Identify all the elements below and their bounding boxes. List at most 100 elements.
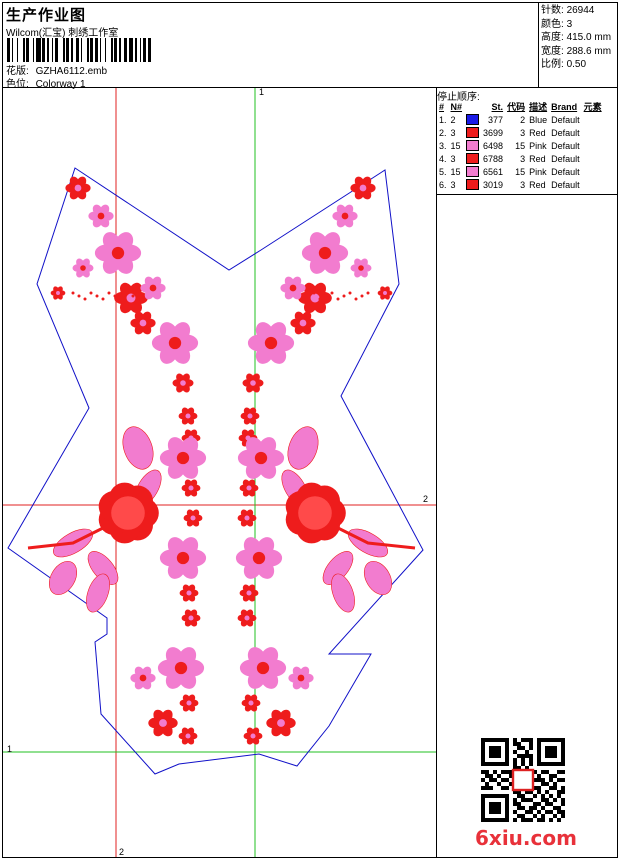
stop-table-header: # N# St. 代码 描述 Brand 元素 bbox=[437, 100, 604, 113]
stop-stitches: 6788 bbox=[483, 153, 504, 164]
flower-motif bbox=[151, 322, 199, 364]
stop-desc: Red bbox=[529, 127, 546, 138]
qr-code bbox=[481, 738, 565, 822]
leaf-motif bbox=[48, 560, 78, 596]
flower-motif bbox=[183, 509, 203, 527]
leaf-motif bbox=[287, 426, 319, 470]
thread-dot bbox=[312, 291, 316, 295]
embroidery-preview bbox=[3, 88, 436, 857]
flower-motif bbox=[266, 709, 296, 737]
stop-sequence-table: # N# St. 代码 描述 Brand 元素 1. 2 377 2 Blue Defau… bbox=[437, 100, 604, 191]
stop-stitches: 3699 bbox=[483, 127, 504, 138]
stop-code: 15 bbox=[515, 166, 526, 177]
stop-index: 2. bbox=[439, 127, 447, 138]
stop-code: 3 bbox=[520, 127, 526, 138]
flower-motif bbox=[181, 479, 201, 497]
flower-motif bbox=[239, 647, 287, 689]
stop-brand: Default bbox=[551, 153, 580, 164]
flower-motif bbox=[179, 584, 199, 602]
flower-motif bbox=[237, 437, 285, 479]
stop-needle: 15 bbox=[450, 140, 461, 151]
col-needle: N# bbox=[450, 101, 463, 112]
qr-logo-seal bbox=[511, 768, 535, 792]
col-stitches: St. bbox=[491, 101, 504, 112]
flower-motif bbox=[301, 232, 349, 274]
stop-sequence-title: 停止顺序: bbox=[437, 92, 480, 103]
stop-desc: Pink bbox=[529, 140, 547, 151]
stop-index: 1. bbox=[439, 114, 447, 125]
flower-motif bbox=[243, 727, 263, 745]
stop-needle: 15 bbox=[450, 166, 461, 177]
flower-motif bbox=[130, 666, 156, 690]
flower-motif bbox=[237, 509, 257, 527]
thread-dot bbox=[131, 294, 135, 298]
leaf-motif bbox=[322, 551, 354, 585]
spec-stitches: 针数: 26944 bbox=[541, 5, 595, 16]
header-bottom-rule bbox=[3, 87, 617, 88]
leaf-motif bbox=[87, 551, 119, 585]
flower-motif bbox=[140, 276, 166, 300]
spec-height: 高度: 415.0 mm bbox=[541, 32, 612, 43]
col-brand: Brand bbox=[551, 101, 578, 112]
stop-element bbox=[582, 178, 604, 191]
flower-motif bbox=[377, 286, 393, 300]
flower-motif bbox=[350, 258, 372, 278]
colorway-line: 色位: Colorway 1 bbox=[6, 75, 86, 90]
thread-dot bbox=[83, 297, 87, 301]
col-desc: 描述 bbox=[529, 102, 548, 112]
flower-motif bbox=[157, 647, 205, 689]
canvas-divider bbox=[436, 88, 437, 857]
thread-dot bbox=[342, 294, 346, 298]
flower-motif bbox=[159, 437, 207, 479]
flower-motif bbox=[247, 322, 295, 364]
stop-stitches: 6561 bbox=[483, 166, 504, 177]
stop-brand: Default bbox=[551, 114, 580, 125]
thread-dot bbox=[137, 297, 141, 301]
stop-element bbox=[582, 139, 604, 152]
flower-motif bbox=[65, 176, 91, 200]
stop-swatch bbox=[464, 139, 481, 152]
flower-motif bbox=[72, 258, 94, 278]
thread-dot bbox=[101, 297, 105, 301]
stop-element bbox=[582, 165, 604, 178]
stop-element bbox=[582, 126, 604, 139]
flower-motif bbox=[88, 204, 114, 228]
thread-dot bbox=[366, 291, 370, 295]
flower-motif bbox=[239, 479, 259, 497]
stop-code: 3 bbox=[520, 153, 526, 164]
stop-index: 6. bbox=[439, 179, 447, 190]
blue-outline bbox=[7, 167, 424, 775]
header-divider bbox=[538, 3, 539, 87]
site-watermark: 6xiu.com bbox=[475, 826, 577, 850]
flower-motif bbox=[94, 232, 142, 274]
stop-code: 2 bbox=[520, 114, 526, 125]
flower-motif bbox=[178, 727, 198, 745]
design-label: 花版: bbox=[6, 66, 29, 77]
flower-motif bbox=[148, 709, 178, 737]
flower-motif bbox=[350, 176, 376, 200]
leaf-motif bbox=[363, 560, 393, 596]
thread-dot bbox=[318, 297, 322, 301]
color-swatch bbox=[466, 127, 480, 139]
stop-brand: Default bbox=[551, 127, 580, 138]
design-canvas[interactable]: 1 1 2 2 bbox=[3, 87, 436, 857]
stop-needle: 3 bbox=[450, 153, 456, 164]
axis-label-red-bottom: 2 bbox=[119, 847, 125, 857]
stop-row: 1. 2 377 2 Blue Default bbox=[437, 113, 604, 126]
thread-dot bbox=[360, 294, 364, 298]
stop-element bbox=[582, 113, 604, 126]
spec-panel: 针数: 26944 颜色: 3 高度: 415.0 mm 宽度: 288.6 m… bbox=[541, 4, 611, 72]
col-code: 代码 bbox=[507, 102, 526, 112]
stop-row: 3. 15 6498 15 Pink Default bbox=[437, 139, 604, 152]
rose-right bbox=[285, 482, 346, 544]
stop-stitches: 6498 bbox=[483, 140, 504, 151]
flower-motif bbox=[181, 609, 201, 627]
stop-swatch bbox=[464, 126, 481, 139]
stop-table-rule bbox=[437, 194, 617, 195]
page-title: 生产作业图 bbox=[6, 7, 87, 24]
stop-brand: Default bbox=[551, 179, 580, 190]
thread-dot bbox=[119, 297, 123, 301]
col-element: 元素 bbox=[583, 102, 602, 112]
design-line: 花版: GZHA6112.emb bbox=[6, 62, 107, 77]
